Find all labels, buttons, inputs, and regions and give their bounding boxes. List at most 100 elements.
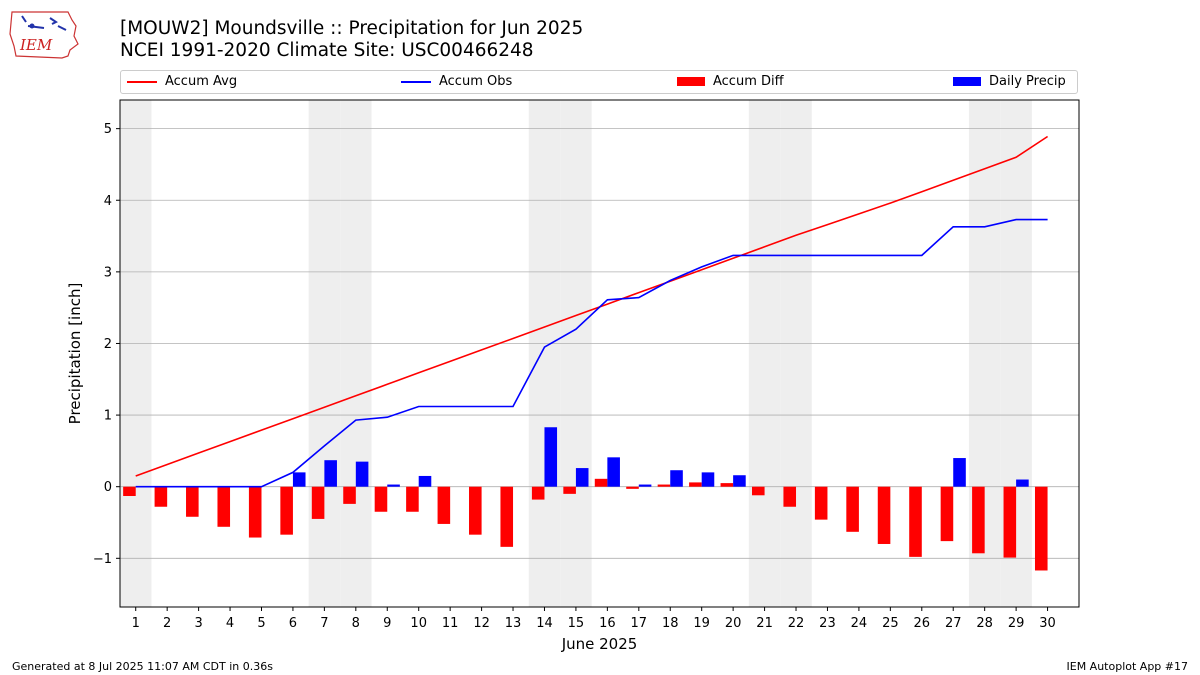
logo-text: IEM [19,36,53,54]
accum-diff-bar-day-14 [531,486,545,500]
y-tick-label-4: 4 [104,194,112,209]
legend-label-accum-avg: Accum Avg [165,74,238,89]
x-tick-label-7: 7 [320,616,328,631]
accum-diff-bar-day-7 [311,486,325,519]
y-tick-label-0: 0 [104,480,112,495]
accum-diff-bar-day-21 [751,486,765,496]
y-tick-label-1: 1 [104,409,112,424]
accum-diff-bar-day-27 [940,486,954,542]
x-tick-label-4: 4 [226,616,234,631]
accum-diff-bar-day-1 [123,486,136,497]
accum-diff-bar-day-6 [280,486,293,535]
legend-entry-accum-obs: Accum Obs [401,74,512,90]
accum-obs-line [135,218,1048,488]
accum-diff-bar-day-5 [248,486,262,538]
accum-diff-bar-day-19 [689,482,702,487]
daily-precip-bar-day-15 [575,468,589,487]
x-tick-label-3: 3 [194,616,202,631]
accum-diff-bar-day-8 [343,486,356,504]
accum-diff-bar-day-18 [657,484,671,487]
x-tick-label-6: 6 [289,616,297,631]
x-tick-label-18: 18 [662,616,679,631]
weekend-shade-day-14 [528,100,561,607]
accum-diff-bar-day-15 [563,486,576,494]
x-tick-label-23: 23 [819,616,836,631]
x-tick-label-25: 25 [882,616,899,631]
accum-diff-bar-day-10 [406,486,419,512]
y-tick-label-3: 3 [104,265,112,280]
x-tick-label-24: 24 [851,616,868,631]
daily-precip-bar-day-16 [607,457,620,487]
x-tick-label-2: 2 [163,616,171,631]
weekend-shade-day-8 [340,100,372,607]
x-tick-label-8: 8 [352,616,360,631]
legend-entry-accum-diff: Accum Diff [677,74,784,90]
y-tick-label-5: 5 [104,122,112,137]
accum-diff-bar-day-2 [154,486,168,507]
legend-swatch-accum-obs [401,80,431,83]
x-tick-label-13: 13 [505,616,522,631]
legend: Accum Avg Accum Obs Accum Diff Daily Pre… [120,70,1078,94]
accum-diff-bar-day-22 [783,486,797,507]
daily-precip-bar-day-14 [544,427,558,487]
accum-diff-bar-day-30 [1034,486,1048,571]
weekend-shade-day-21 [748,100,781,607]
chart-subtitle: NCEI 1991-2020 Climate Site: USC00466248 [120,40,534,61]
legend-entry-accum-avg: Accum Avg [127,74,237,90]
plot-frame [119,99,1080,608]
accum-diff-bar-day-4 [217,486,231,527]
weekend-shade-day-1 [120,100,152,607]
x-tick-label-22: 22 [788,616,805,631]
x-tick-label-26: 26 [914,616,931,631]
x-tick-label-20: 20 [725,616,742,631]
accum-diff-bar-day-29 [1003,486,1017,558]
daily-precip-bar-day-20 [733,475,746,487]
accum-diff-bar-day-3 [186,486,199,517]
legend-entry-daily-precip: Daily Precip [953,74,1066,90]
footer-app: IEM Autoplot App #17 [1066,660,1189,673]
accum-diff-bar-day-28 [972,486,985,554]
legend-label-daily-precip: Daily Precip [989,74,1066,89]
accum-diff-bar-day-16 [594,478,608,487]
legend-swatch-accum-avg [127,80,157,83]
accum-diff-bar-day-13 [500,486,514,547]
accum-diff-bar-day-24 [846,486,859,532]
y-tick-label-2: 2 [104,337,112,352]
accum-diff-bar-day-12 [469,486,482,535]
daily-precip-bar-day-8 [355,461,369,487]
accum-diff-bar-day-25 [877,486,891,544]
daily-precip-bar-day-6 [292,472,306,487]
y-tick-label--1: −1 [93,552,112,567]
x-tick-label-9: 9 [383,616,391,631]
weekend-shade-day-15 [560,100,592,607]
legend-swatch-daily-precip [953,77,981,86]
x-tick-label-16: 16 [599,616,616,631]
x-tick-label-28: 28 [976,616,993,631]
weekend-shade-day-7 [308,100,341,607]
legend-label-accum-diff: Accum Diff [713,74,784,89]
daily-precip-bar-day-18 [670,470,683,487]
weekend-shade-day-22 [780,100,812,607]
legend-swatch-accum-diff [677,77,705,86]
x-tick-label-1: 1 [132,616,140,631]
daily-precip-bar-day-19 [701,472,715,487]
x-tick-label-30: 30 [1039,616,1056,631]
accum-diff-bar-day-17 [626,486,639,489]
x-axis-label: June 2025 [561,635,638,653]
daily-precip-bar-day-7 [324,460,337,487]
x-tick-label-15: 15 [568,616,585,631]
x-tick-label-11: 11 [442,616,459,631]
x-tick-label-12: 12 [473,616,490,631]
accum-diff-bar-day-26 [909,486,922,557]
daily-precip-bar-day-10 [418,475,432,487]
daily-precip-bar-day-17 [638,484,652,487]
accum-diff-bar-day-11 [437,486,451,524]
x-tick-label-21: 21 [756,616,773,631]
x-tick-label-29: 29 [1008,616,1025,631]
y-axis-label: Precipitation [inch] [66,283,84,425]
accum-diff-bar-day-20 [720,483,734,487]
legend-label-accum-obs: Accum Obs [439,74,513,89]
accum-diff-bar-day-23 [814,486,828,520]
x-tick-label-27: 27 [945,616,962,631]
